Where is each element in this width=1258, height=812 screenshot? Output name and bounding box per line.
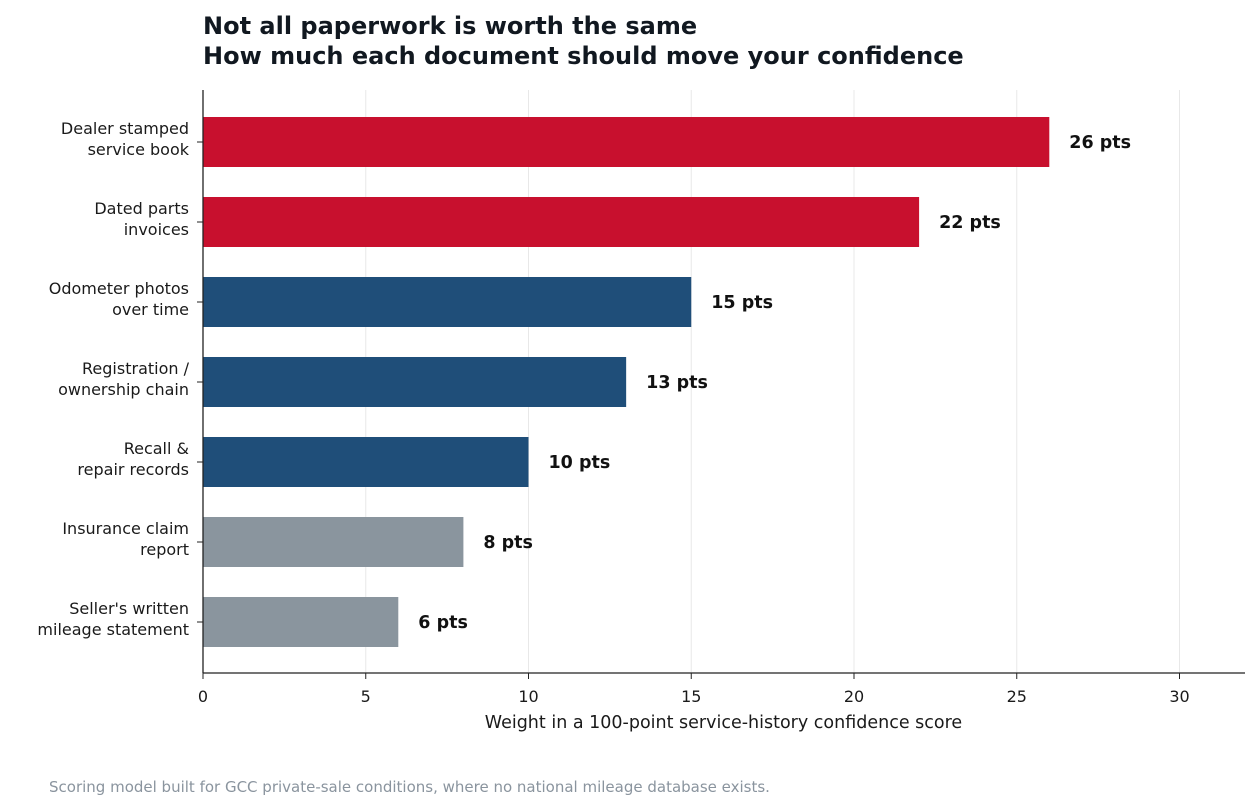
category-label-3-1: ownership chain	[58, 380, 189, 399]
bar-0	[203, 117, 1050, 167]
category-label-1-1: invoices	[124, 220, 189, 239]
x-tick-label-30: 30	[1169, 687, 1189, 706]
labels: 26 pts Dealer stamped service book 22 pts Da…	[37, 119, 1189, 706]
category-label-0-1: service book	[88, 140, 190, 159]
value-label-1: 22 pts	[939, 213, 1001, 233]
x-tick-label-0: 0	[198, 687, 208, 706]
category-label-6-1: mileage statement	[37, 620, 189, 639]
category-label-2-1: over time	[112, 300, 189, 319]
value-label-0: 26 pts	[1069, 133, 1131, 153]
bar-2	[203, 277, 692, 327]
category-label-3-0: Registration /	[82, 359, 190, 378]
category-label-0-0: Dealer stamped	[61, 119, 189, 138]
value-label-4: 10 pts	[549, 453, 611, 473]
x-tick-label-15: 15	[681, 687, 701, 706]
value-label-5: 8 pts	[483, 533, 533, 553]
category-label-5-0: Insurance claim	[62, 519, 189, 538]
category-label-1-0: Dated parts	[94, 199, 189, 218]
bar-5	[203, 517, 464, 567]
value-label-6: 6 pts	[418, 613, 468, 633]
x-tick-label-10: 10	[518, 687, 538, 706]
axes	[197, 90, 1245, 679]
bar-3	[203, 357, 627, 407]
category-label-4-0: Recall &	[124, 439, 189, 458]
bar-4	[203, 437, 529, 487]
x-tick-label-20: 20	[844, 687, 864, 706]
chart-title-line-1: Not all paperwork is worth the same	[203, 12, 697, 40]
x-tick-label-5: 5	[361, 687, 371, 706]
gridlines	[365, 90, 1180, 673]
category-label-5-1: report	[140, 540, 189, 559]
chart-title-line-2: How much each document should move your …	[203, 42, 964, 70]
x-tick-label-25: 25	[1007, 687, 1027, 706]
category-label-6-0: Seller's written	[69, 599, 189, 618]
x-axis-title: Weight in a 100-point service-history co…	[485, 713, 962, 733]
category-label-4-1: repair records	[77, 460, 189, 479]
bar-6	[203, 597, 399, 647]
bar-1	[203, 197, 920, 247]
footnote: Scoring model built for GCC private-sale…	[49, 778, 770, 796]
value-label-3: 13 pts	[646, 373, 708, 393]
bars	[203, 117, 1050, 647]
value-label-2: 15 pts	[711, 293, 773, 313]
category-label-2-0: Odometer photos	[49, 279, 189, 298]
